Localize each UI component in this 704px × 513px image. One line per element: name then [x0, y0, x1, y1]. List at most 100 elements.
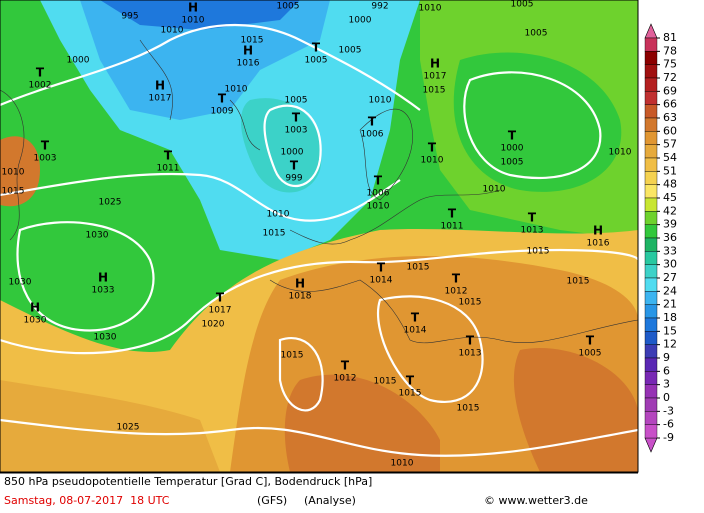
colorbar-label: 9	[663, 351, 670, 364]
center-pressure: 1017	[149, 94, 172, 104]
center-pressure: 1009	[211, 107, 234, 117]
colorbar-band	[644, 304, 658, 319]
center-pressure: 1012	[445, 287, 468, 297]
center-letter: T	[411, 311, 420, 325]
isobar-label: 1010	[367, 202, 390, 212]
center-letter: T	[218, 92, 227, 106]
colorbar-label: 57	[663, 138, 677, 151]
colorbar-label: 15	[663, 324, 677, 337]
colorbar-label: 42	[663, 204, 677, 217]
isobar-label: 1030	[86, 231, 109, 241]
temperature-field	[240, 98, 322, 193]
colorbar-band	[644, 157, 658, 172]
colorbar-band	[644, 384, 658, 399]
center-letter: T	[508, 129, 517, 143]
colorbar-band	[644, 397, 658, 412]
colorbar-label: 18	[663, 311, 677, 324]
colorbar-band	[644, 317, 658, 332]
colorbar-band	[644, 64, 658, 79]
isobar-label: 1005	[277, 2, 300, 12]
colorbar-band	[644, 211, 658, 225]
center-letter: T	[377, 261, 386, 275]
isobar	[0, 23, 421, 111]
center-letter: H	[593, 224, 603, 238]
center-pressure: 1016	[587, 239, 610, 249]
temperature-field	[80, 0, 330, 120]
isobar-label: 1015	[407, 263, 430, 273]
isobar	[16, 221, 155, 332]
temperature-field	[453, 52, 622, 192]
isobar-label: 1010	[609, 148, 632, 158]
colorbar-label: 48	[663, 178, 677, 191]
colorbar-label: -6	[663, 418, 674, 431]
colorbar-band	[644, 77, 658, 92]
center-pressure: 1014	[404, 326, 427, 336]
colorbar-band	[644, 291, 658, 305]
colorbar-band	[644, 424, 658, 439]
center-pressure: 1033	[92, 286, 115, 296]
colorbar-band	[644, 251, 658, 265]
center-pressure: 1010	[421, 156, 444, 166]
colorbar-band	[644, 344, 658, 359]
colorbar-band	[644, 264, 658, 279]
coastline	[269, 279, 639, 344]
colorbar-label: 60	[663, 124, 677, 137]
colorbar-band	[644, 37, 658, 52]
isobar-label: 1015	[457, 404, 480, 414]
center-letter: T	[216, 291, 225, 305]
center-pressure: 1015	[399, 389, 422, 399]
center-pressure: 1012	[334, 374, 357, 384]
model: (GFS)	[257, 494, 287, 507]
center-letter: T	[41, 139, 50, 153]
colorbar-band	[644, 411, 658, 425]
center-letter: H	[98, 271, 108, 285]
temperature-field	[513, 348, 638, 472]
center-pressure: 1016	[237, 59, 260, 69]
isobar-label: 1005	[501, 158, 524, 168]
center-pressure: 1006	[361, 130, 384, 140]
colorbar-label: 39	[663, 218, 677, 231]
isobar	[0, 248, 640, 355]
isobar-label: 1010	[419, 4, 442, 14]
temperature-field	[0, 380, 220, 472]
center-pressure: 1013	[521, 226, 544, 236]
colorbar-band	[644, 51, 658, 65]
center-pressure: 999	[285, 174, 302, 184]
center-letter: H	[243, 44, 253, 58]
isobar-label: 1010	[391, 459, 414, 469]
center-letter: H	[155, 79, 165, 93]
isobar-label: 995	[121, 12, 138, 22]
colorbar-band	[644, 224, 658, 239]
center-letter: H	[30, 301, 40, 315]
isobar-label: 1010	[161, 26, 184, 36]
center-letter: T	[290, 159, 299, 173]
colorbar-band	[644, 144, 658, 159]
colorbar-label: 45	[663, 191, 677, 204]
center-pressure: 1000	[501, 144, 524, 154]
isobar-label: 1005	[285, 96, 308, 106]
center-pressure: 1014	[370, 276, 393, 286]
center-pressure: 1011	[441, 222, 464, 232]
isobar-label: 1010	[267, 210, 290, 220]
isobar-label: 1030	[94, 333, 117, 343]
colorbar-band	[644, 171, 658, 185]
center-letter: T	[292, 111, 301, 125]
center-pressure: 1005	[579, 349, 602, 359]
isobar	[377, 295, 484, 403]
coastline	[289, 189, 501, 245]
isobar-label: 1000	[281, 148, 304, 158]
colorbar-label: 3	[663, 378, 670, 391]
date: Samstag, 08-07-2017 18 UTC	[4, 494, 170, 507]
isobar-label: 992	[371, 2, 388, 12]
colorbar-label: -9	[663, 431, 674, 444]
colorbar: 8178757269666360575451484542393633302724…	[644, 23, 677, 453]
center-letter: T	[528, 211, 537, 225]
colorbar-band	[644, 371, 658, 385]
colorbar-band	[644, 277, 658, 292]
isobar	[278, 337, 324, 412]
center-pressure: 1002	[29, 81, 52, 91]
center-letter: T	[374, 174, 383, 188]
